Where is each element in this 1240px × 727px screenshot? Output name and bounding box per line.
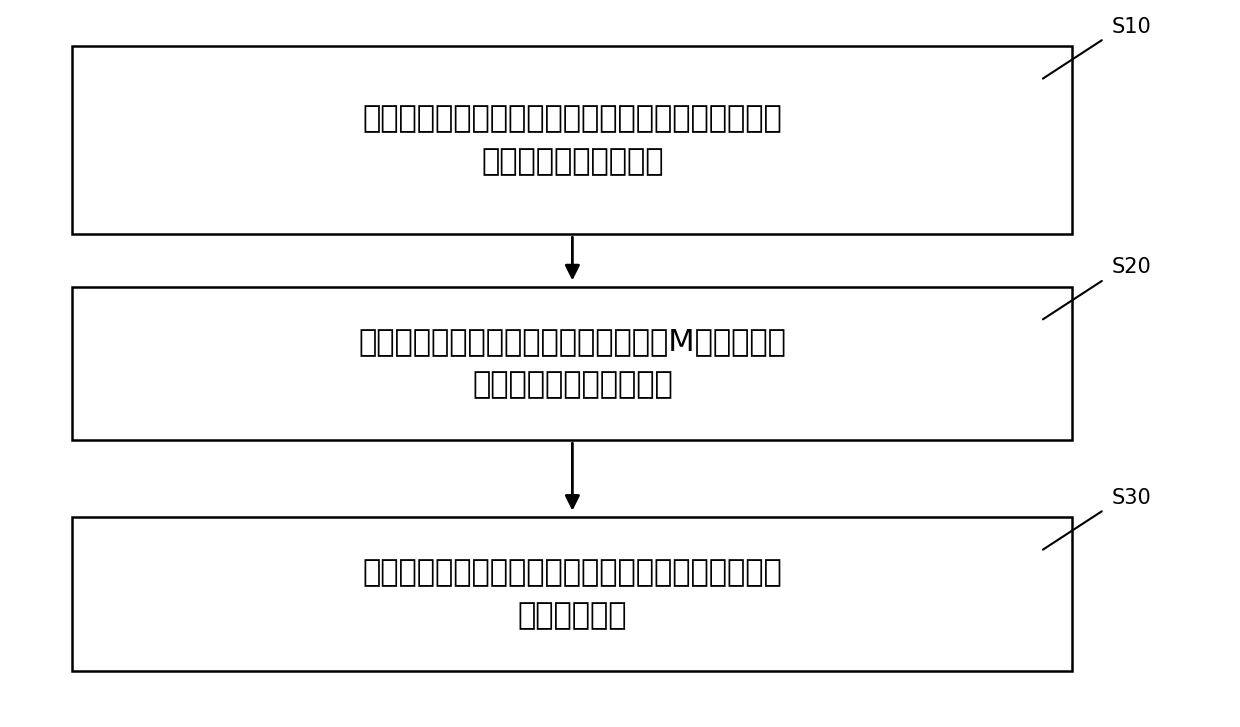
- FancyBboxPatch shape: [72, 517, 1073, 670]
- Text: 基于预设的采集参数采集血流信号，其中，所述采集
参数至少包括预置深度: 基于预设的采集参数采集血流信号，其中，所述采集 参数至少包括预置深度: [362, 104, 782, 176]
- Text: S10: S10: [1111, 17, 1151, 36]
- Text: 根据所述深度阈值对所述预置深度进行调节，以调整
所述采集参数: 根据所述深度阈值对所述预置深度进行调节，以调整 所述采集参数: [362, 558, 782, 630]
- Text: S30: S30: [1111, 488, 1151, 507]
- Text: 当所述预置深度存在血流信号时，基于M波确定所述
血流信号对应的深度阈值: 当所述预置深度存在血流信号时，基于M波确定所述 血流信号对应的深度阈值: [358, 328, 786, 399]
- FancyBboxPatch shape: [72, 286, 1073, 441]
- FancyBboxPatch shape: [72, 46, 1073, 234]
- Text: S20: S20: [1111, 257, 1151, 278]
